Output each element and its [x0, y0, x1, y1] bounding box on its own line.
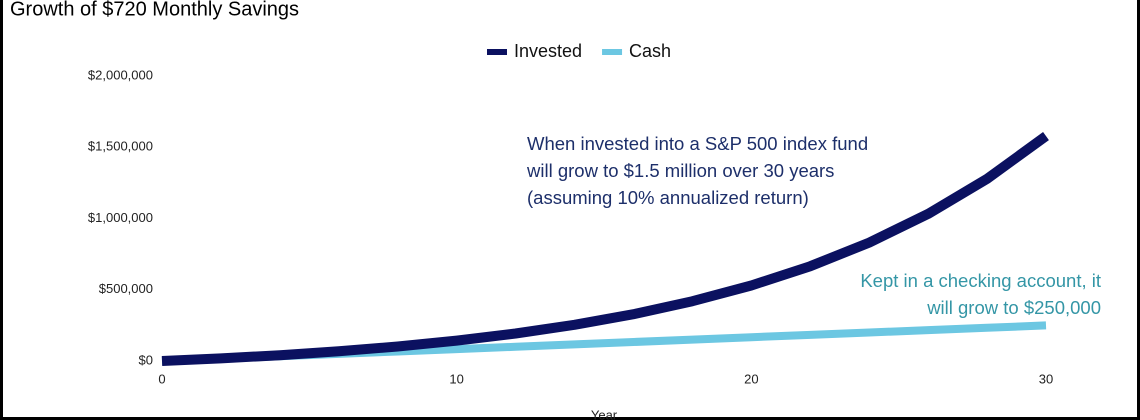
annotation: (assuming 10% annualized return): [527, 187, 809, 208]
y-tick-label: $1,500,000: [88, 139, 153, 154]
y-tick-label: $0: [139, 352, 153, 367]
x-tick-label: 30: [1039, 371, 1053, 386]
chart-title: Growth of $720 Monthly Savings: [10, 0, 299, 20]
y-tick-label: $500,000: [99, 281, 153, 296]
x-axis-label: Year: [591, 407, 618, 420]
legend-label: Invested: [514, 41, 582, 61]
annotation: will grow to $1.5 million over 30 years: [526, 160, 834, 181]
x-tick-label: 20: [744, 371, 758, 386]
annotation: When invested into a S&P 500 index fund: [527, 133, 868, 154]
annotation: will grow to $250,000: [926, 297, 1101, 318]
annotation: Kept in a checking account, it: [860, 270, 1101, 291]
x-tick-label: 0: [158, 371, 165, 386]
legend-label: Cash: [629, 41, 671, 61]
x-tick-label: 10: [449, 371, 463, 386]
y-tick-label: $2,000,000: [88, 67, 153, 82]
series-line: [161, 132, 1049, 366]
y-tick-label: $1,000,000: [88, 210, 153, 225]
